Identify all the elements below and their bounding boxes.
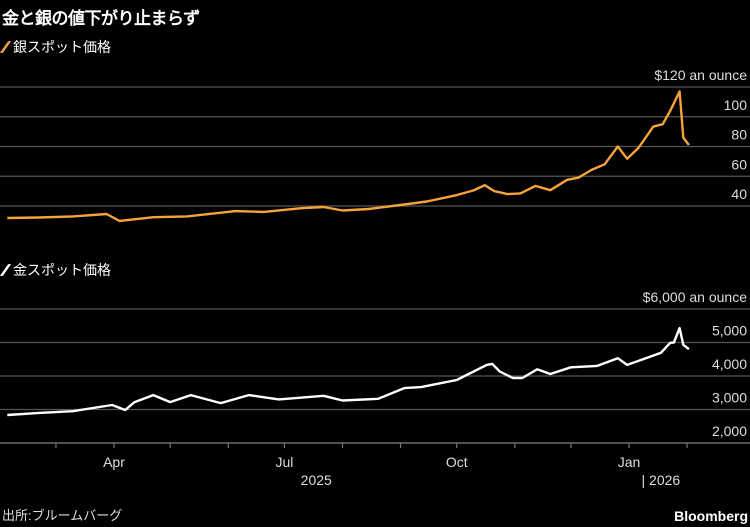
- x-tick-label: Apr: [103, 454, 125, 470]
- legend-silver-label: 銀スポット価格: [13, 39, 111, 55]
- x-year-label: | 2026: [642, 472, 681, 488]
- legend-gold-label: 金スポット価格: [13, 262, 111, 278]
- y-tick-label: $6,000 an ounce: [643, 289, 748, 305]
- y-tick-label: 100: [724, 97, 748, 113]
- x-tick-label: Jul: [275, 454, 293, 470]
- y-tick-label: 60: [731, 156, 747, 172]
- x-year-label: 2025: [301, 472, 332, 488]
- y-tick-label: 4,000: [712, 356, 747, 372]
- x-tick-label: Jan: [618, 454, 641, 470]
- chart-title: 金と銀の値下がり止まらず: [2, 9, 200, 28]
- brand-logo: Bloomberg: [674, 508, 748, 524]
- y-tick-label: 80: [731, 127, 747, 143]
- legend-silver: 銀スポット価格: [0, 37, 111, 57]
- y-tick-label: 2,000: [712, 423, 747, 439]
- y-tick-label: 40: [731, 186, 747, 202]
- y-tick-label: 3,000: [712, 390, 747, 406]
- x-tick-label: Oct: [446, 454, 468, 470]
- silver-price-line: [7, 90, 690, 223]
- y-tick-label: $120 an ounce: [654, 67, 747, 83]
- source-note: 出所:ブルームバーグ: [2, 508, 123, 523]
- gold-price-line: [7, 326, 690, 417]
- legend-gold: 金スポット価格: [0, 260, 111, 280]
- y-tick-label: 5,000: [712, 323, 747, 339]
